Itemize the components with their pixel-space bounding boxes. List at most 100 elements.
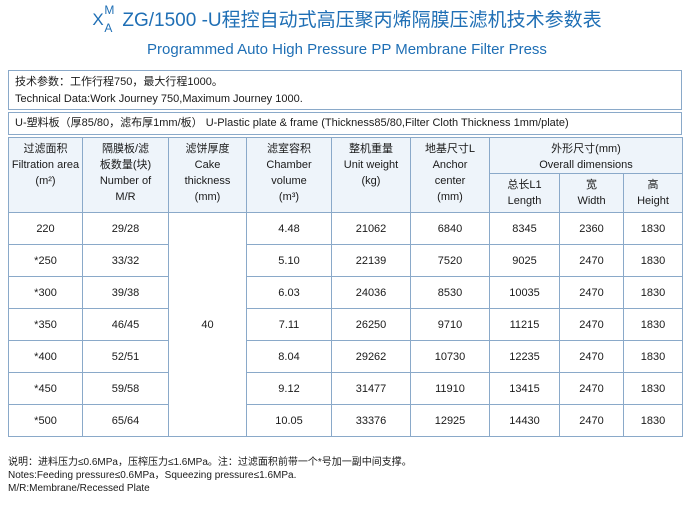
notes: 说明：进料压力≤0.6MPa，压榨压力≤1.6MPa。注：过滤面积前带一个*号加… <box>8 456 688 495</box>
table-row: *500 65/64 10.05 33376 12925 14430 2470 … <box>8 404 683 437</box>
xma-m: M <box>104 3 115 17</box>
header-chamber-en2: volume <box>271 175 307 187</box>
cell-height: 1830 <box>623 404 683 437</box>
cell-weight: 33376 <box>331 404 411 437</box>
table-row: *250 33/32 5.10 22139 7520 9025 2470 183… <box>8 244 683 277</box>
cell-weight: 29262 <box>331 340 411 373</box>
cell-width: 2470 <box>559 340 624 373</box>
cell-chamber: 5.10 <box>246 244 332 277</box>
header-anchor-en2: center <box>434 175 466 187</box>
cell-weight: 24036 <box>331 276 411 309</box>
header-chamber-cn: 滤室容积 <box>267 143 311 155</box>
header-area: 过滤面积 Filtration area (m²) <box>8 137 83 213</box>
header-plates-unit: M/R <box>115 191 136 203</box>
cell-height: 1830 <box>623 340 683 373</box>
header-anchor-unit: (mm) <box>437 191 463 203</box>
cell-anchor: 10730 <box>410 340 490 373</box>
header-width: 宽 Width <box>559 173 624 213</box>
plate-spec-box: U-塑料板（厚85/80，滤布厚1mm/板） U-Plastic plate &… <box>8 112 682 135</box>
cell-plates: 52/51 <box>82 340 169 373</box>
header-chamber-en1: Chamber <box>266 159 312 171</box>
header-weight: 整机重量 Unit weight (kg) <box>331 137 411 213</box>
cell-plates: 46/45 <box>82 308 169 341</box>
header-anchor-en1: Anchor <box>432 159 468 171</box>
header-length-cn: 总长L1 <box>507 179 542 191</box>
header-overall-en: Overall dimensions <box>539 159 633 171</box>
cell-chamber: 9.12 <box>246 372 332 405</box>
tech-data-en: Technical Data:Work Journey 750,Maximum … <box>15 93 303 105</box>
cell-anchor: 8530 <box>410 276 490 309</box>
note-mr: M/R:Membrane/Recessed Plate <box>8 483 150 494</box>
header-height-cn: 高 <box>647 179 659 191</box>
cell-plates: 33/32 <box>82 244 169 277</box>
cell-area: *250 <box>8 244 83 277</box>
table-row: *350 46/45 7.11 26250 9710 11215 2470 18… <box>8 308 683 341</box>
cell-area: *300 <box>8 276 83 309</box>
header-weight-en: Unit weight <box>343 159 399 171</box>
header-chamber: 滤室容积 Chamber volume (m³) <box>246 137 332 213</box>
cell-width: 2360 <box>559 212 624 245</box>
cell-length: 12235 <box>489 340 560 373</box>
header-anchor-cn: 地基尺寸L <box>424 143 476 155</box>
cell-length: 10035 <box>489 276 560 309</box>
xma-a: A <box>104 21 113 35</box>
cell-length: 9025 <box>489 244 560 277</box>
header-cake-unit: (mm) <box>194 191 221 203</box>
header-area-cn: 过滤面积 <box>23 143 68 155</box>
xma-x: X <box>92 10 104 29</box>
cell-height: 1830 <box>623 244 683 277</box>
cell-height: 1830 <box>623 372 683 405</box>
cell-chamber: 7.11 <box>246 308 332 341</box>
cell-length: 14430 <box>489 404 560 437</box>
header-anchor: 地基尺寸L Anchor center (mm) <box>410 137 490 213</box>
cell-chamber: 8.04 <box>246 340 332 373</box>
xma-logo: X M A <box>92 3 122 36</box>
cell-anchor: 6840 <box>410 212 490 245</box>
header-cake-en1: Cake <box>194 159 221 171</box>
header-overall-cn: 外形尺寸(mm) <box>551 143 621 155</box>
header-cake: 滤饼厚度 Cake thickness (mm) <box>168 137 247 213</box>
tech-data-box: 技术参数：工作行程750，最大行程1000。 Technical Data:Wo… <box>8 70 682 110</box>
header-weight-cn: 整机重量 <box>349 143 393 155</box>
header-overall: 外形尺寸(mm) Overall dimensions <box>489 137 683 174</box>
spec-table: 过滤面积 Filtration area (m²) 隔膜板/滤 板数量(块) N… <box>8 137 683 437</box>
header-cake-cn: 滤饼厚度 <box>185 143 230 155</box>
tech-data-cn: 技术参数：工作行程750，最大行程1000。 <box>15 76 223 88</box>
header-cake-en2: thickness <box>184 175 231 187</box>
cell-anchor: 7520 <box>410 244 490 277</box>
header-length: 总长L1 Length <box>489 173 560 213</box>
table-row: *300 39/38 6.03 24036 8530 10035 2470 18… <box>8 276 683 309</box>
header-height: 高 Height <box>623 173 683 213</box>
cell-chamber: 10.05 <box>246 404 332 437</box>
cell-height: 1830 <box>623 308 683 341</box>
cell-plates: 59/58 <box>82 372 169 405</box>
cell-chamber: 4.48 <box>246 212 332 245</box>
header-height-en: Height <box>637 195 669 207</box>
table-row: *400 52/51 8.04 29262 10730 12235 2470 1… <box>8 340 683 373</box>
cell-length: 13415 <box>489 372 560 405</box>
cell-width: 2470 <box>559 244 624 277</box>
cell-cake: 40 <box>168 212 247 437</box>
page-title: X M A ZG/1500 -U程控自动式高压聚丙烯隔膜压滤机技术参数表 <box>0 3 694 36</box>
header-length-en: Length <box>507 195 542 207</box>
table-row: 220 29/28 40 4.48 21062 6840 8345 2360 1… <box>8 212 683 437</box>
cell-width: 2470 <box>559 276 624 309</box>
header-width-en: Width <box>577 195 606 207</box>
cell-area: *500 <box>8 404 83 437</box>
cell-weight: 31477 <box>331 372 411 405</box>
cell-width: 2470 <box>559 308 624 341</box>
cell-plates: 65/64 <box>82 404 169 437</box>
header-plates-en: Number of <box>99 175 152 187</box>
page-title-en: Programmed Auto High Pressure PP Membran… <box>147 41 547 58</box>
header-weight-unit: (kg) <box>361 175 381 187</box>
header-plates-cn2: 板数量(块) <box>99 159 152 171</box>
header-chamber-unit: (m³) <box>278 191 300 203</box>
header-area-en: Filtration area <box>11 159 80 171</box>
cell-anchor: 9710 <box>410 308 490 341</box>
cell-weight: 21062 <box>331 212 411 245</box>
cell-plates: 39/38 <box>82 276 169 309</box>
cell-width: 2470 <box>559 404 624 437</box>
table-row: *450 59/58 9.12 31477 11910 13415 2470 1… <box>8 372 683 405</box>
cell-plates: 29/28 <box>82 212 169 245</box>
header-plates-cn1: 隔膜板/滤 <box>101 143 150 155</box>
